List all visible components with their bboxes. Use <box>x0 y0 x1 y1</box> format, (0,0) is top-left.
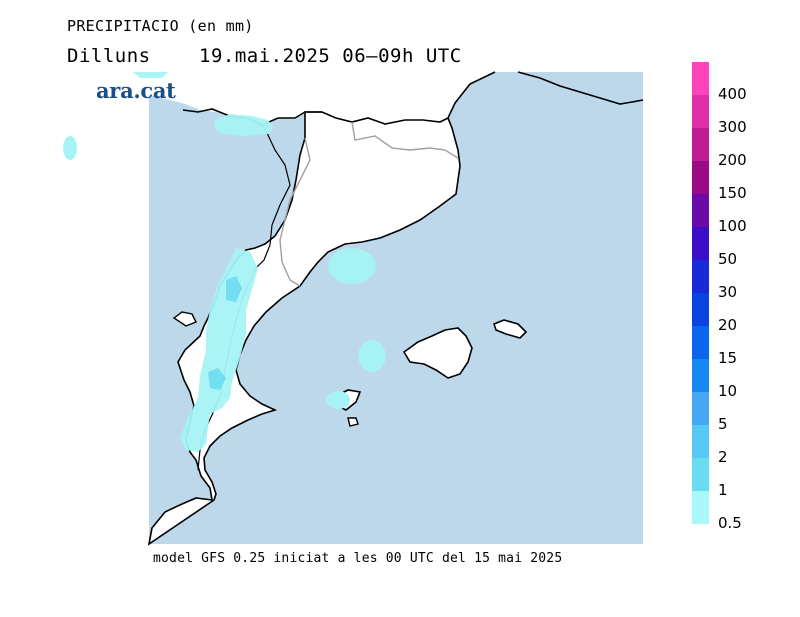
land-iberia <box>147 111 461 546</box>
legend-label: 100 <box>718 217 747 235</box>
legend-swatch <box>692 62 709 95</box>
precip-inland-core <box>226 276 242 302</box>
legend-label: 2 <box>718 448 728 466</box>
legend-label: 150 <box>718 184 747 202</box>
island-menorca <box>493 319 528 339</box>
model-info: model GFS 0.25 iniciat a les 00 UTC del … <box>153 551 563 566</box>
precip-west-edge <box>63 136 77 160</box>
legend-label: 1 <box>718 481 728 499</box>
legend-swatch <box>692 227 709 260</box>
legend-swatch <box>692 458 709 491</box>
precip-sea-patch-3 <box>326 391 350 409</box>
coastline-northeast <box>447 71 496 119</box>
forecast-day: Dilluns <box>67 45 151 67</box>
legend-swatch <box>692 194 709 227</box>
legend-label: 400 <box>718 85 747 103</box>
forecast-time: Dilluns 19.mai.2025 06–09h UTC <box>67 45 461 67</box>
coastline-france-east <box>517 71 644 105</box>
precip-sea-patch-1 <box>328 248 376 284</box>
legend-label: 50 <box>718 250 738 268</box>
legend-label: 10 <box>718 382 738 400</box>
legend-swatch <box>692 491 709 524</box>
legend-swatch <box>692 359 709 392</box>
precip-inland-band <box>180 248 258 452</box>
island-formentera <box>347 417 359 427</box>
forecast-datetime: 19.mai.2025 06–09h UTC <box>199 45 462 67</box>
land-west-strip <box>67 72 149 544</box>
legend-swatch <box>692 128 709 161</box>
legend-swatch <box>692 95 709 128</box>
ara-cat-logo[interactable]: ara.cat <box>96 78 176 103</box>
precip-sea-patch-2 <box>358 340 386 372</box>
legend-swatch <box>692 161 709 194</box>
border-andorra <box>351 121 459 159</box>
border-catalonia <box>279 137 311 287</box>
legend-label: 15 <box>718 349 738 367</box>
legend-label: 300 <box>718 118 747 136</box>
legend-label: 5 <box>718 415 728 433</box>
chart-title: PRECIPITACIO (en mm) <box>67 17 254 35</box>
legend-swatch <box>692 326 709 359</box>
island-mallorca <box>402 327 473 379</box>
precip-top-strip <box>133 72 168 78</box>
island-small <box>172 311 197 327</box>
legend-label: 200 <box>718 151 747 169</box>
legend-label: 30 <box>718 283 738 301</box>
legend-label: 20 <box>718 316 738 334</box>
legend-swatch <box>692 425 709 458</box>
legend-swatch <box>692 293 709 326</box>
legend-label: 0.5 <box>718 514 742 532</box>
precip-inland-core-2 <box>208 368 226 390</box>
legend-swatch <box>692 392 709 425</box>
precip-north-cloud <box>214 114 274 136</box>
land-france <box>67 72 495 125</box>
legend-swatch <box>692 260 709 293</box>
